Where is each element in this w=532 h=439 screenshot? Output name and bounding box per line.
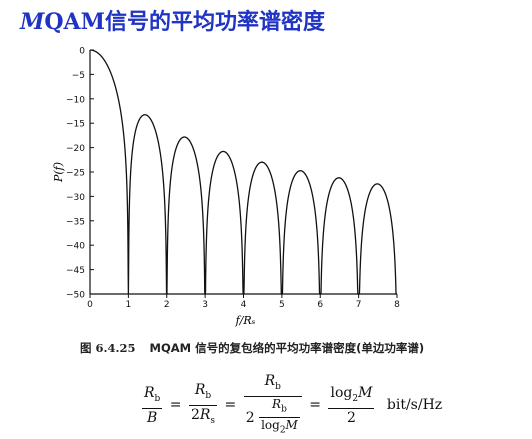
caption-text: MQAM 信号的复包络的平均功率谱密度(单边功率谱) [149,341,425,355]
y-tick-label: 0 [79,47,85,57]
x-tick-label: 7 [356,300,362,310]
x-tick-label: 3 [202,300,208,310]
y-tick-label: −35 [66,217,85,227]
x-tick-label: 5 [279,300,285,310]
log-text: log [330,384,353,401]
x-tick-label: 1 [126,300,132,310]
y-tick-label: −5 [72,71,85,81]
slide-title-italic: M [20,9,45,35]
two-number: 2 [347,409,356,426]
x-ticks: 0 1 2 3 4 5 6 7 8 [87,294,400,310]
x-tick-label: 0 [87,300,93,310]
y-tick-label: −40 [66,242,85,252]
y-tick-label: −50 [66,291,85,301]
x-axis-label: f/Rₛ [235,314,256,327]
x-tick-label: 2 [164,300,170,310]
m-symbol: M [358,384,373,401]
slide-title: MQAM信号的平均功率谱密度 [20,4,325,36]
rb-symbol: R [264,373,276,389]
frac-log-m-over-2: log2M 2 [328,384,375,427]
s-subscript: s [210,415,216,426]
y-ticks: 0 −5 −10 −15 −20 −25 −30 −35 −40 −45 −50 [66,47,94,301]
m-symbol: M [285,418,298,433]
x-tick-label: 8 [394,300,400,310]
psd-curve [90,49,397,295]
y-tick-label: −20 [66,144,85,154]
rs-symbol: R [199,406,211,423]
bandwidth-symbol: B [147,409,158,426]
slide-title-rest: QAM信号的平均功率谱密度 [44,9,325,35]
chart-axes [89,50,397,295]
rb-symbol: R [272,396,282,411]
y-tick-label: −25 [66,169,85,179]
y-tick-label: −45 [66,266,85,276]
b-subscript: b [154,393,161,404]
figure-caption: 图 6.4.25 MQAM 信号的复包络的平均功率谱密度(单边功率谱) [80,340,424,356]
b-subscript: b [275,381,281,392]
psd-chart: 0 −5 −10 −15 −20 −25 −30 −35 −40 −45 −50 0 1 2 3 4 5 6 7 8… [52,47,400,328]
b-subscript: b [205,390,212,401]
log-text: log [261,418,280,433]
bandwidth-efficiency-formula: Rb B = Rb 2Rs = Rb 2 Rb log2M = log2M 2 … [142,372,442,439]
y-tick-label: −30 [66,193,85,203]
unit-text: bit/s/Hz [386,397,443,414]
y-axis-label: P(f) [52,162,65,183]
figure-number: 图 6.4.25 [80,341,136,355]
y-tick-label: −15 [66,120,85,130]
two-number: 2 [245,409,255,426]
frac-rb-over-b: Rb B [142,384,163,427]
rb-symbol: R [194,382,206,398]
x-tick-label: 6 [317,300,323,310]
frac-rb-over-2rb-log: Rb 2 Rb log2M [243,372,302,439]
two-number: 2 [190,406,200,423]
log-base: 2 [279,425,286,436]
b-subscript: b [281,404,287,415]
frac-rb-over-2rs: Rb 2Rs [188,381,218,430]
x-tick-label: 4 [241,300,247,310]
y-tick-label: −10 [66,95,85,105]
log-base: 2 [352,393,359,404]
rb-symbol: R [144,384,155,401]
